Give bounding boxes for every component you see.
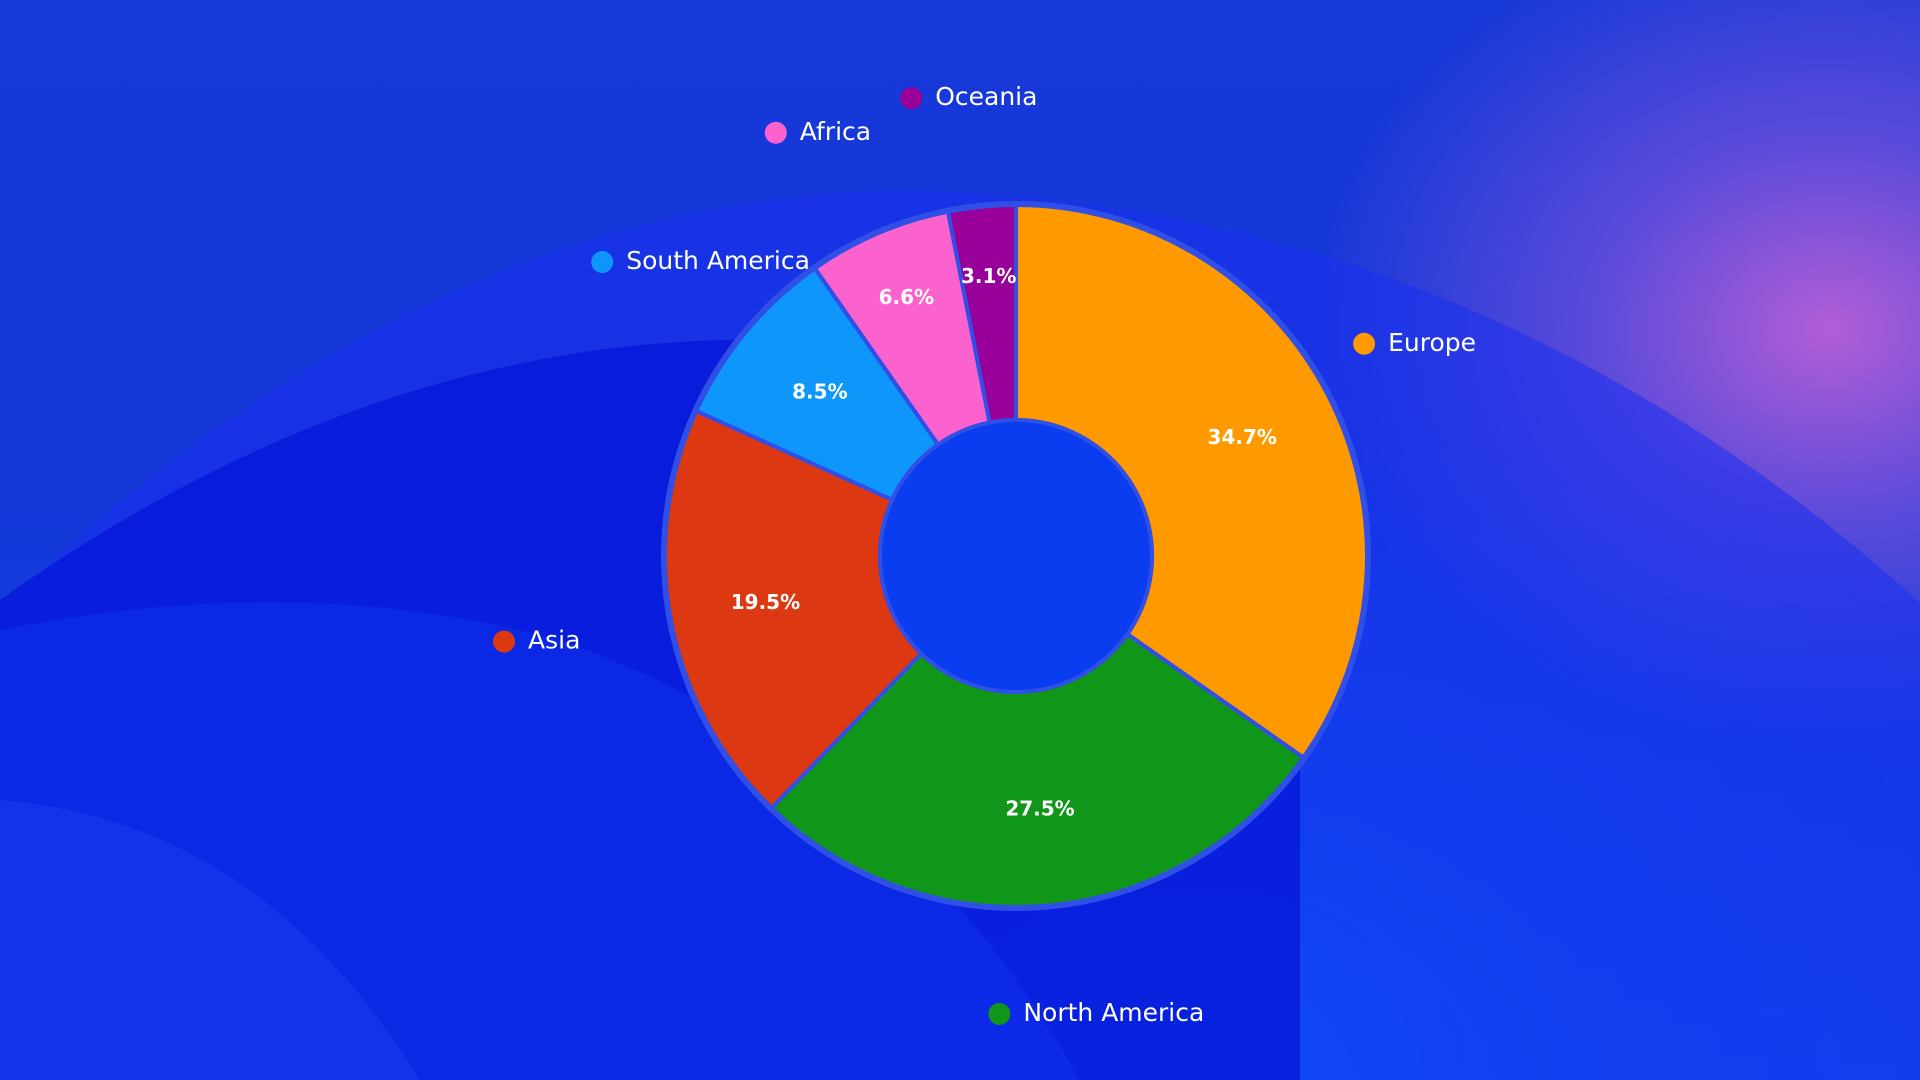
legend-item[interactable]: Asia — [493, 626, 580, 655]
donut-hole — [878, 418, 1154, 694]
slice-value-label: 6.6% — [879, 285, 934, 309]
legend-label: Europe — [1388, 328, 1476, 357]
legend-label: South America — [626, 246, 810, 275]
legend-item[interactable]: Oceania — [900, 82, 1037, 111]
slice-value-label: 3.1% — [961, 264, 1016, 288]
legend-label: North America — [1023, 998, 1204, 1027]
slice-value-label: 8.5% — [792, 380, 847, 404]
slice-value-label: 19.5% — [731, 590, 800, 614]
legend-marker — [591, 250, 614, 273]
legend-item[interactable]: North America — [988, 998, 1204, 1027]
slice-value-label: 27.5% — [1005, 796, 1074, 820]
legend-label: Oceania — [935, 82, 1037, 111]
legend-marker — [493, 630, 516, 653]
percentage-labels: 34.7% 27.5% 19.5% 8.5% 6.6% 3.1% — [731, 264, 1277, 821]
legend-marker — [764, 121, 787, 144]
legend-item[interactable]: Europe — [1353, 328, 1476, 357]
legend-label: Africa — [800, 117, 871, 146]
legend-marker — [1353, 332, 1376, 355]
legend-item[interactable]: South America — [591, 246, 810, 275]
slices-group — [663, 203, 1369, 909]
legend-marker — [988, 1002, 1011, 1025]
legend-item[interactable]: Africa — [764, 117, 871, 146]
legend: Europe North America Asia South America Afri… — [493, 82, 1476, 1027]
legend-label: Asia — [528, 626, 580, 655]
slice-value-label: 34.7% — [1208, 425, 1277, 449]
legend-marker — [900, 87, 923, 110]
